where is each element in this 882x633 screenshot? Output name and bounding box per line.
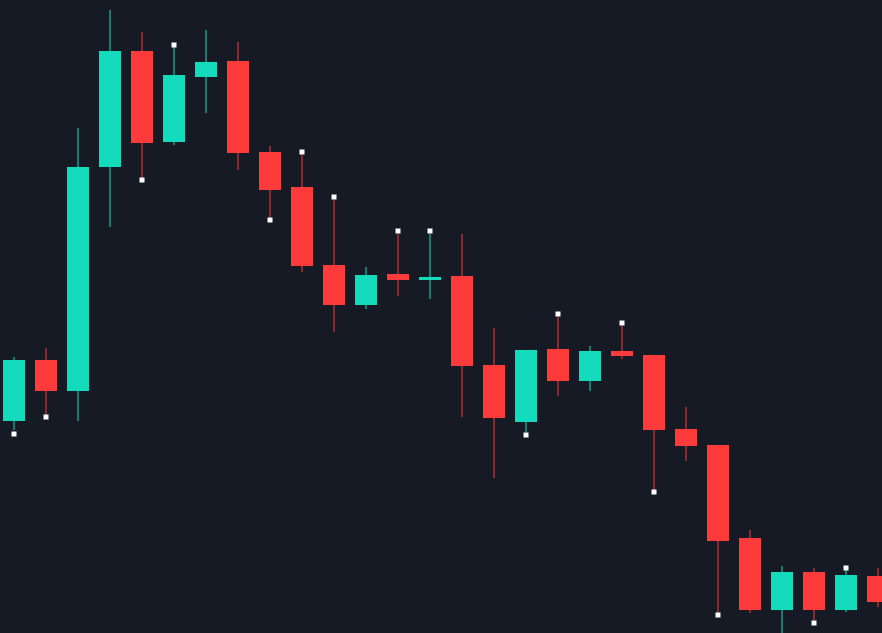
candle-body [195, 62, 217, 77]
candle-body [451, 276, 473, 366]
candle-body [67, 167, 89, 391]
candle-body [707, 445, 729, 541]
candle-body [547, 349, 569, 381]
marker [331, 194, 337, 200]
candle-body [483, 365, 505, 418]
candle-body [323, 265, 345, 305]
candle-body [131, 51, 153, 143]
candle-body [259, 152, 281, 190]
candle-body [227, 61, 249, 153]
marker [139, 177, 145, 183]
marker [811, 620, 817, 626]
candle-body [163, 75, 185, 142]
candle-body [99, 51, 121, 167]
candle-body [611, 351, 633, 356]
marker [523, 432, 529, 438]
marker [651, 489, 657, 495]
candle-body [387, 274, 409, 280]
candle-body [291, 187, 313, 266]
marker [427, 228, 433, 234]
candle-body [835, 575, 857, 610]
marker [843, 565, 849, 571]
marker [171, 42, 177, 48]
candle-body [771, 572, 793, 610]
candle-body [355, 275, 377, 305]
candle-body [35, 360, 57, 391]
marker [715, 612, 721, 618]
candle-body [867, 576, 882, 602]
marker [11, 431, 17, 437]
marker [299, 149, 305, 155]
marker [267, 217, 273, 223]
marker [555, 311, 561, 317]
marker [43, 414, 49, 420]
candle-body [675, 429, 697, 446]
candle-body [803, 572, 825, 610]
marker [619, 320, 625, 326]
candle-body [579, 351, 601, 381]
candle-body [739, 538, 761, 610]
candle-body [419, 277, 441, 280]
marker [395, 228, 401, 234]
candle-body [3, 360, 25, 421]
candle-body [515, 350, 537, 422]
candle-body [643, 355, 665, 430]
